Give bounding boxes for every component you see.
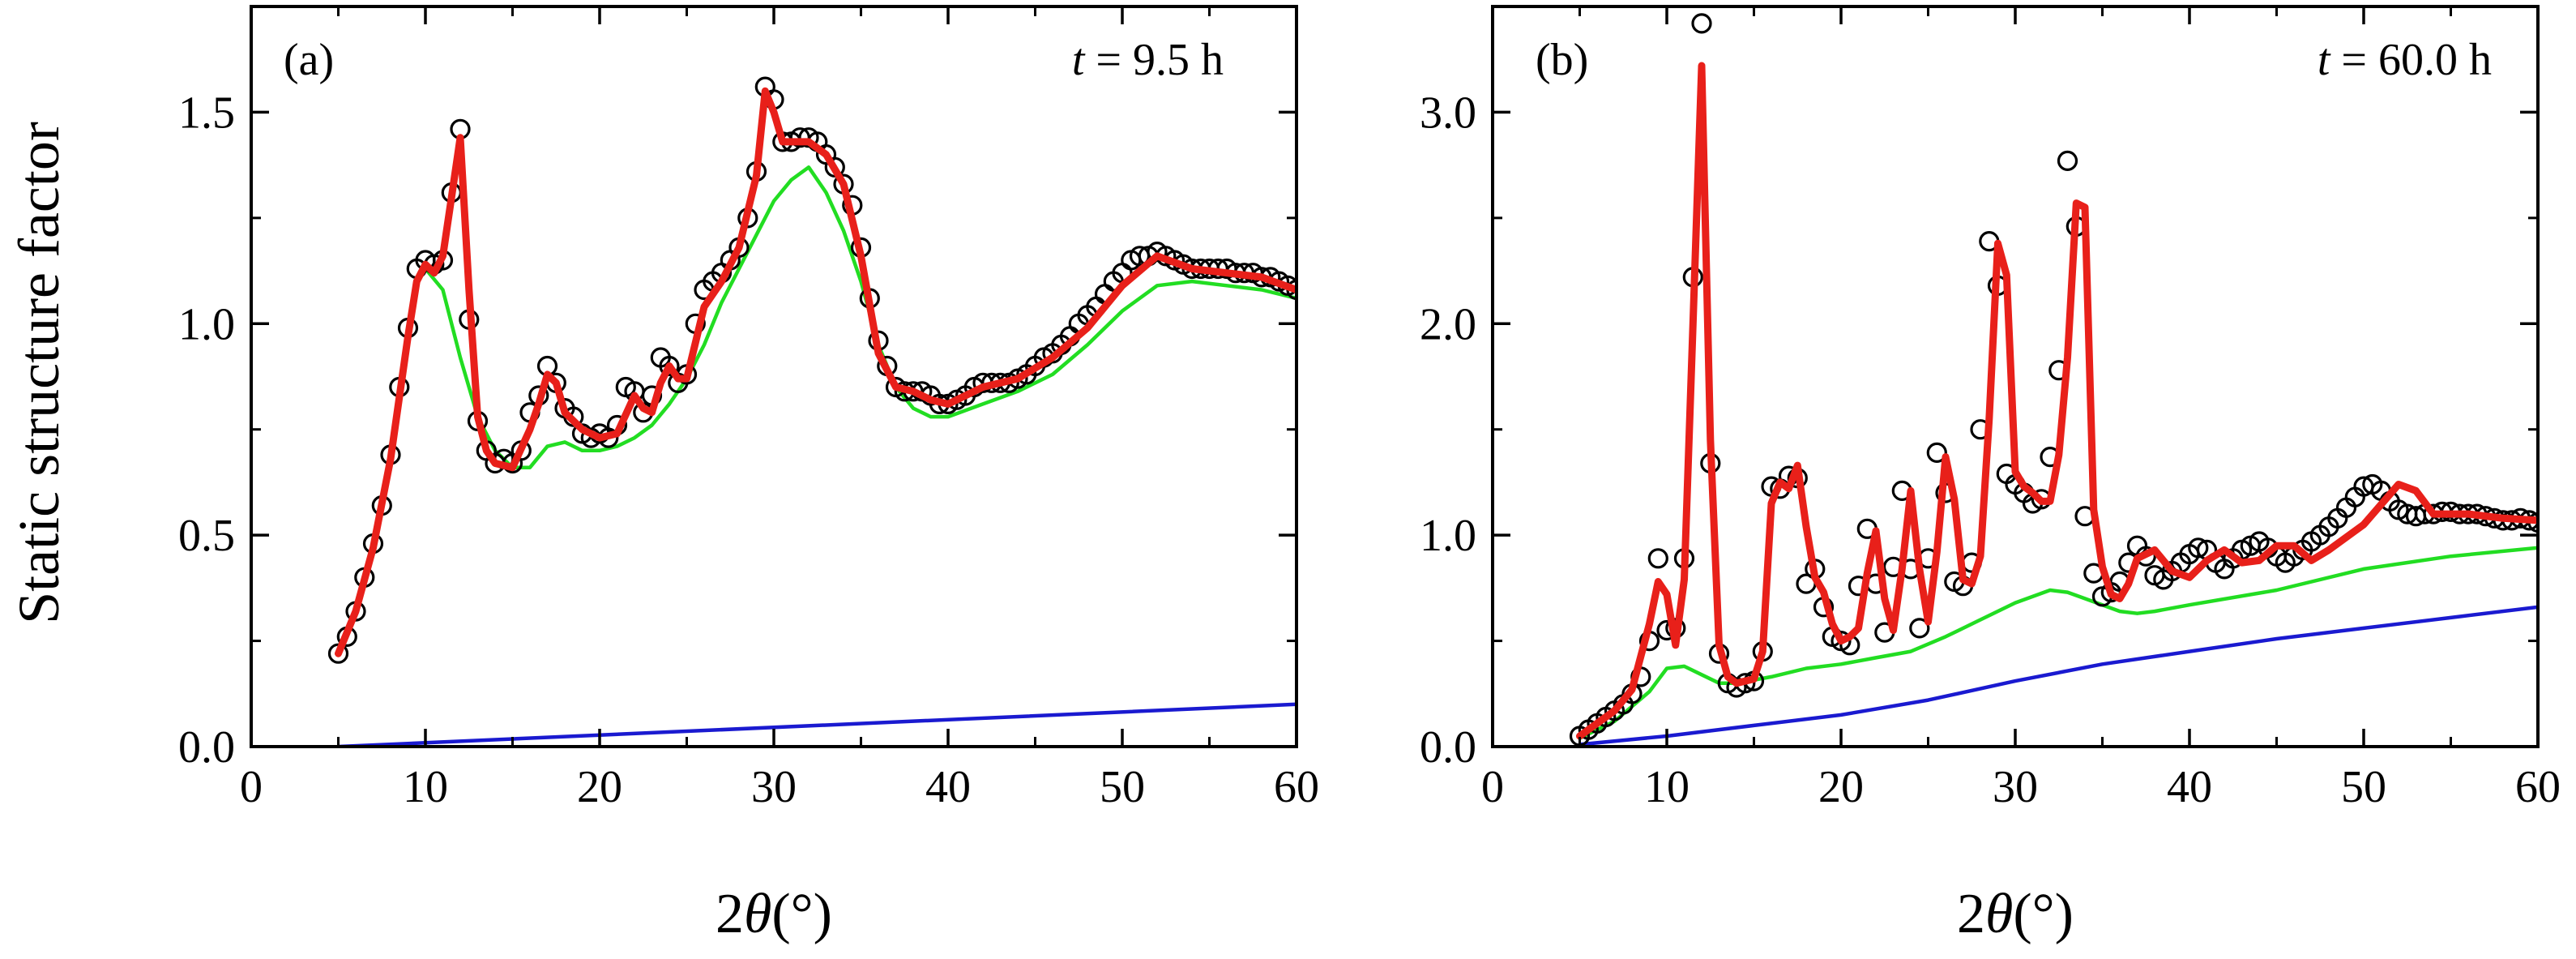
x-tick-label: 60	[2515, 762, 2561, 812]
fit-curve-a	[335, 87, 1297, 657]
y-tick-label: 3.0	[1420, 88, 1476, 138]
x-tick-label: 10	[1644, 762, 1690, 812]
data-point	[2188, 537, 2209, 559]
panel-letter-a: (a)	[284, 35, 334, 85]
time-annotation-b: t = 60.0 h	[2318, 35, 2492, 85]
y-axis-label: Static structure factor	[6, 122, 71, 624]
plot-area-a	[327, 76, 1297, 747]
y-tick-label: 0.5	[178, 511, 235, 561]
blue-curve-b	[1578, 605, 2538, 747]
x-tick-label: 0	[240, 762, 263, 812]
green-curve-b	[1578, 546, 2538, 740]
green-curve-a	[423, 165, 1297, 469]
x-tick-label: 10	[403, 762, 448, 812]
x-tick-label: 40	[925, 762, 971, 812]
axes-ticks-b: 0 10 20 30 40 50 60 0.0 1.0 2.0 3.0	[1420, 6, 2561, 812]
x-tick-label: 0	[1481, 762, 1504, 812]
data-point	[2057, 150, 2078, 171]
x-tick-label: 30	[1993, 762, 2038, 812]
x-axis-label-a: 2θ(°)	[716, 883, 832, 945]
data-point	[1909, 618, 1930, 639]
data-point	[1647, 548, 1668, 569]
panel-a: (a) t = 9.5 h 2θ(°) 0 10 20 30 40 50 60 0.0 0.5 1…	[178, 5, 1319, 945]
panel-letter-b: (b)	[1536, 35, 1588, 85]
x-tick-label: 40	[2167, 762, 2212, 812]
plot-area-b	[1569, 13, 2538, 747]
x-tick-label: 50	[1100, 762, 1145, 812]
data-point	[1926, 442, 1947, 464]
y-tick-label: 0.0	[1420, 722, 1476, 773]
y-tick-label: 1.0	[178, 299, 235, 349]
data-point	[659, 355, 680, 377]
y-tick-label: 0.0	[178, 722, 235, 773]
x-tick-label: 60	[1274, 762, 1319, 812]
y-tick-label: 1.0	[1420, 511, 1476, 561]
data-point	[1691, 13, 1712, 34]
panel-b: (b) t = 60.0 h 2θ(°) 0 10 20 30 40 50 60 0.0 1.0…	[1420, 5, 2561, 945]
x-axis-label-b: 2θ(°)	[1957, 883, 2074, 945]
time-annotation-a: t = 9.5 h	[1072, 35, 1224, 85]
fit-curve-b	[1576, 62, 2538, 740]
blue-curve-a	[336, 702, 1297, 747]
y-tick-label: 1.5	[178, 88, 235, 138]
y-tick-label: 2.0	[1420, 299, 1476, 349]
x-tick-label: 30	[751, 762, 797, 812]
x-tick-label: 50	[2341, 762, 2386, 812]
x-tick-label: 20	[1818, 762, 1864, 812]
axes-ticks-a: 0 10 20 30 40 50 60 0.0 0.5 1.0 1.5	[178, 6, 1319, 812]
x-tick-label: 20	[577, 762, 622, 812]
